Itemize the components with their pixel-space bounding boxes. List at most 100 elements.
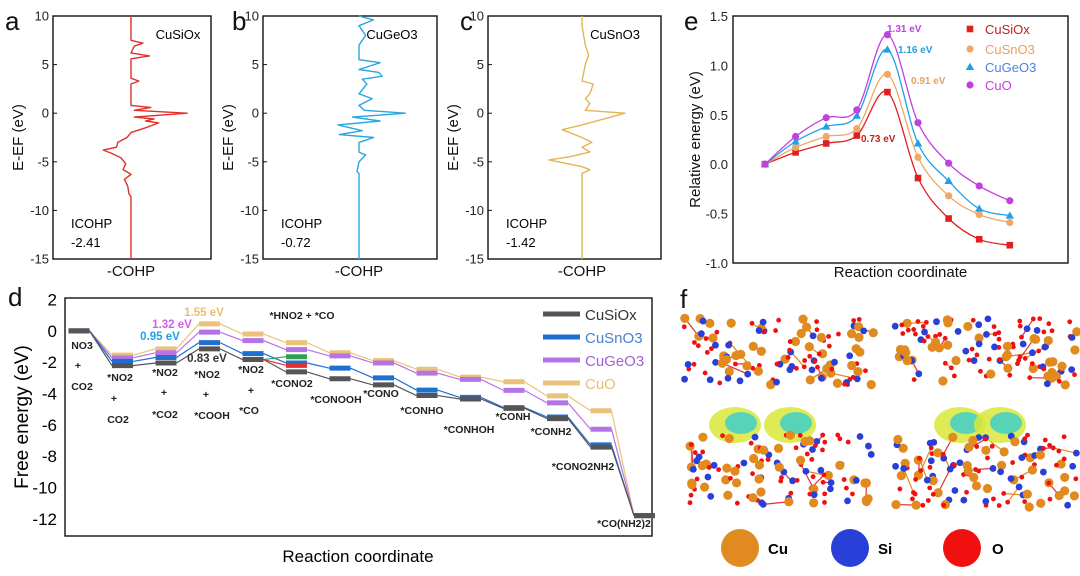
cu-atom bbox=[1060, 472, 1070, 483]
x-axis-label: Reaction coordinate bbox=[282, 547, 433, 566]
si-atom bbox=[809, 446, 816, 453]
o-atom bbox=[1010, 460, 1016, 465]
intermediate-label: *CONHO bbox=[400, 405, 443, 417]
data-point bbox=[853, 125, 861, 133]
o-atom bbox=[921, 338, 927, 344]
connector-line bbox=[393, 362, 417, 374]
connector-line bbox=[219, 331, 243, 342]
o-atom bbox=[941, 502, 947, 508]
o-atom bbox=[750, 365, 756, 371]
o-atom bbox=[714, 329, 720, 335]
o-atom bbox=[978, 368, 983, 374]
structure-model bbox=[685, 407, 875, 508]
o-atom bbox=[845, 439, 851, 445]
cu-atom bbox=[705, 318, 715, 328]
connector-line bbox=[263, 333, 287, 344]
o-atom bbox=[900, 331, 906, 336]
y-tick-label: 0 bbox=[477, 106, 484, 121]
o-atom bbox=[1037, 316, 1043, 322]
y-tick-label: 0.0 bbox=[710, 157, 728, 172]
intermediate-label: *CO(NH2)2 bbox=[597, 518, 651, 530]
connector-line bbox=[610, 446, 635, 516]
branch-connector bbox=[263, 358, 287, 366]
cu-atom bbox=[801, 322, 812, 332]
y-axis-label: Free energy (eV) bbox=[12, 345, 33, 489]
si-atom bbox=[892, 462, 899, 470]
branch-connector bbox=[263, 356, 287, 361]
o-atom bbox=[991, 496, 996, 502]
cu-atom bbox=[742, 361, 752, 371]
o-atom bbox=[688, 492, 694, 498]
si-atom bbox=[827, 479, 835, 487]
connector-line bbox=[437, 394, 461, 400]
cu-atom bbox=[951, 355, 961, 366]
x-axis-label: -COHP bbox=[107, 263, 155, 280]
si-atom bbox=[960, 496, 968, 504]
si-atom bbox=[736, 377, 744, 385]
atom-legend-si: Si bbox=[831, 529, 892, 567]
atom-legend-o: O bbox=[943, 529, 1004, 567]
x-axis-label: Reaction coordinate bbox=[834, 264, 967, 281]
o-atom bbox=[1019, 474, 1025, 480]
o-atom bbox=[826, 334, 832, 339]
cu-atom bbox=[809, 498, 819, 508]
cu-atom bbox=[823, 470, 833, 480]
si-atom bbox=[991, 343, 998, 351]
y-tick-label: 5 bbox=[42, 57, 49, 72]
plot-frame bbox=[487, 15, 662, 260]
cu-atom bbox=[785, 430, 795, 440]
o-atom bbox=[1061, 434, 1067, 440]
o-atom bbox=[816, 351, 822, 357]
o-atom bbox=[801, 364, 807, 370]
y-tick-label: -15 bbox=[30, 252, 49, 267]
data-point bbox=[1006, 241, 1014, 249]
icohp-value: -2.41 bbox=[71, 235, 101, 250]
cu-atom bbox=[891, 499, 901, 510]
cu-atom bbox=[835, 460, 845, 470]
connector-line bbox=[567, 395, 591, 412]
o-atom bbox=[1050, 445, 1056, 451]
connector-line bbox=[480, 396, 504, 409]
cu-atom bbox=[1047, 373, 1057, 383]
data-point bbox=[1006, 218, 1014, 227]
cu-atom bbox=[868, 328, 878, 338]
o-atom bbox=[1017, 318, 1023, 324]
o-atom bbox=[788, 490, 794, 496]
cu-atom bbox=[901, 347, 911, 358]
legend-label: CuSiOx bbox=[985, 22, 1030, 37]
barrier-annotation: 1.32 eV bbox=[152, 319, 192, 331]
data-point bbox=[945, 159, 953, 167]
panel-label: f bbox=[680, 284, 688, 314]
data-point bbox=[975, 235, 983, 243]
o-atom bbox=[748, 440, 754, 446]
si-atom bbox=[946, 465, 954, 473]
connector-line bbox=[350, 352, 374, 362]
connector-line bbox=[176, 323, 200, 350]
cu-atom bbox=[861, 495, 871, 505]
si-atom bbox=[975, 340, 983, 348]
icohp-value: -1.42 bbox=[506, 235, 536, 250]
si-atom bbox=[740, 459, 748, 467]
o-atom bbox=[843, 485, 849, 491]
data-point bbox=[852, 111, 861, 119]
charge-density-cyan bbox=[725, 412, 757, 434]
o-atom bbox=[1029, 361, 1035, 367]
si-atom bbox=[852, 476, 860, 484]
cu-atom bbox=[805, 436, 815, 446]
si-atom bbox=[956, 459, 964, 467]
o-atom bbox=[1025, 432, 1030, 438]
o-atom bbox=[996, 503, 1002, 508]
cu-atom bbox=[948, 432, 958, 442]
cu-atom bbox=[722, 463, 732, 473]
o-atom bbox=[1036, 348, 1042, 354]
si-atom bbox=[755, 327, 763, 334]
o-atom bbox=[915, 319, 921, 324]
cu-atom bbox=[721, 475, 731, 485]
si-atom bbox=[707, 492, 715, 500]
o-atom bbox=[970, 317, 976, 323]
intermediate-label: *HNO2 + *CO bbox=[269, 310, 334, 322]
si-atom bbox=[1069, 462, 1077, 470]
structure-model bbox=[680, 313, 878, 390]
si-atom bbox=[706, 376, 714, 384]
y-tick-label: 1.5 bbox=[710, 9, 728, 24]
